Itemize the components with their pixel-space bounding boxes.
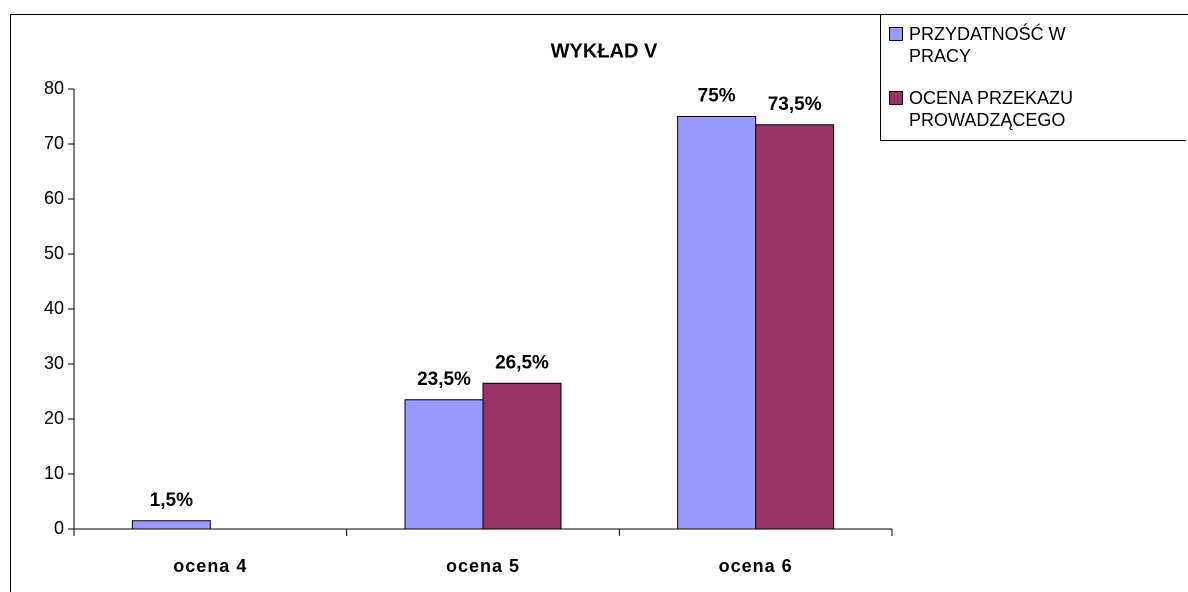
bar: [404, 399, 484, 530]
x-tick-label: ocena 5: [446, 556, 520, 576]
legend-label: PRZYDATNOŚĆ W PRACY: [909, 24, 1066, 66]
data-label: 75%: [698, 86, 736, 107]
y-tick-label: 80: [44, 78, 64, 98]
y-tick-label: 60: [44, 188, 64, 208]
data-label: 26,5%: [495, 352, 549, 373]
bar: [755, 124, 835, 530]
legend: PRZYDATNOŚĆ W PRACY OCENA PRZEKAZU PROWAD…: [880, 14, 1186, 141]
data-label: 1,5%: [150, 490, 193, 511]
legend-swatch: [889, 91, 903, 105]
y-tick-label: 0: [54, 518, 64, 538]
bar: [677, 116, 757, 530]
y-tick-label: 70: [44, 133, 64, 153]
y-tick-label: 20: [44, 408, 64, 428]
legend-label: OCENA PRZEKAZU PROWADZĄCEGO: [909, 88, 1074, 130]
bar: [131, 520, 211, 530]
legend-item: OCENA PRZEKAZU PROWADZĄCEGO: [889, 87, 1119, 131]
x-tick-label: ocena 6: [719, 556, 793, 576]
y-tick-label: 30: [44, 353, 64, 373]
chart-frame: [10, 14, 1188, 592]
legend-swatch: [889, 27, 903, 41]
chart-title: WYKŁAD V: [551, 40, 658, 62]
x-tick-label: ocena 4: [173, 556, 247, 576]
y-tick-label: 10: [44, 463, 64, 483]
data-label: 23,5%: [417, 369, 471, 390]
legend-item: PRZYDATNOŚĆ W PRACY: [889, 23, 1119, 67]
data-label: 73,5%: [768, 94, 822, 115]
y-tick-label: 50: [44, 243, 64, 263]
y-tick-label: 40: [44, 298, 64, 318]
bar: [482, 382, 562, 530]
